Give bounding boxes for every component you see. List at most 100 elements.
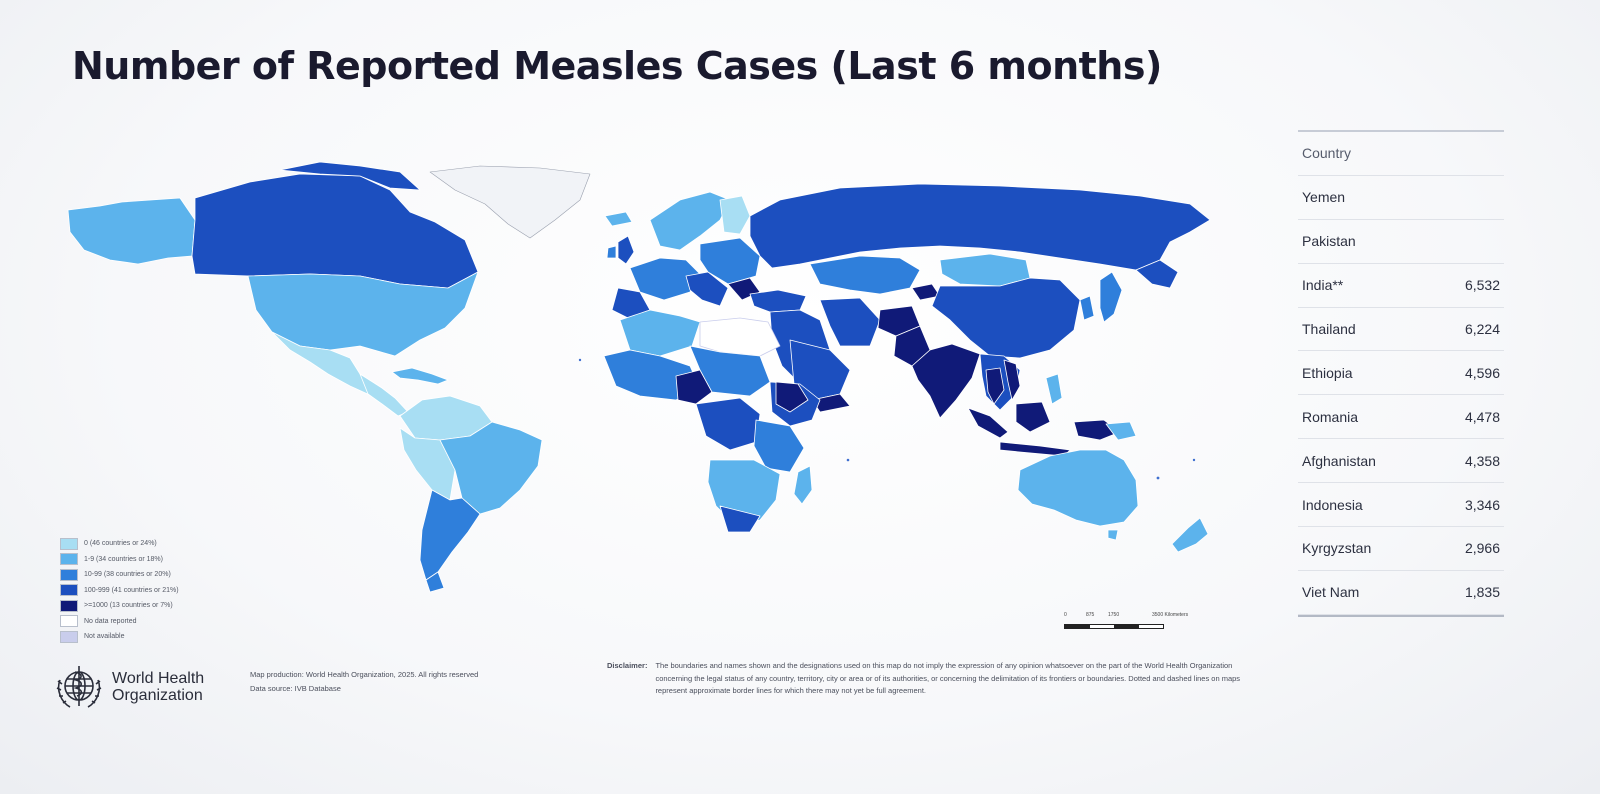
region-central-asia <box>809 255 921 295</box>
region-libya-egypt <box>699 317 781 357</box>
region-ireland <box>606 245 617 259</box>
region-russia-far-east <box>1135 259 1179 289</box>
table-cell-cases: 2,966 <box>1464 540 1500 557</box>
scale-segment <box>1138 625 1163 628</box>
table-row: Viet Nam 1,835 <box>1298 571 1504 615</box>
region-png <box>1105 421 1137 441</box>
table-cell-country: Romania <box>1302 408 1359 425</box>
disclaimer: Disclaimer: The boundaries and names sho… <box>607 660 1257 698</box>
who-name-line1: World Health <box>112 670 205 687</box>
region-finland <box>719 195 751 235</box>
data-source: Data source: IVB Database <box>250 684 341 693</box>
legend-row: 0 (46 countries or 24%) <box>60 536 179 552</box>
table-cell-cases: 1,835 <box>1464 584 1500 601</box>
region-east-africa <box>753 419 805 473</box>
region-greenland <box>429 165 591 239</box>
table-cell-cases: 3,346 <box>1464 496 1500 513</box>
table-cell-country: Pakistan <box>1302 233 1356 250</box>
table-cell-cases: 4,358 <box>1464 452 1500 469</box>
table-header-row: Country <box>1298 132 1504 176</box>
scale-tick-label: 875 <box>1086 612 1095 618</box>
legend-label: >=1000 (13 countries or 7%) <box>84 602 173 610</box>
region-australia <box>1017 449 1139 527</box>
table-cell-country: Thailand <box>1302 321 1356 337</box>
legend-label: 10-99 (38 countries or 20%) <box>84 571 171 579</box>
region-japan <box>1099 271 1123 323</box>
region-canada <box>191 173 479 289</box>
table-cell-country: Afghanistan <box>1302 452 1376 469</box>
region-ethiopia <box>775 381 809 413</box>
table-row: Afghanistan 4,358 <box>1298 439 1504 484</box>
region-iceland <box>604 211 633 227</box>
table-cell-cases: 4,596 <box>1464 364 1500 381</box>
region-brazil <box>439 421 543 515</box>
region-china <box>931 277 1081 359</box>
table-cell-country: Indonesia <box>1302 496 1363 513</box>
scale-tick-label: 0 <box>1064 612 1067 618</box>
region-central-america <box>359 373 409 417</box>
table-row: Romania 4,478 <box>1298 395 1504 440</box>
scale-segment <box>1065 625 1090 628</box>
table-bottom-rule <box>1298 614 1504 617</box>
map-production-info: Map production: World Health Organizatio… <box>250 668 478 696</box>
page-title: Number of Reported Measles Cases (Last 6… <box>72 44 1162 88</box>
who-name-line2: Organization <box>112 687 203 704</box>
legend-label: 100-999 (41 countries or 21%) <box>84 586 179 594</box>
scale-bar-graphic <box>1064 624 1164 629</box>
legend-row: 1-9 (34 countries or 18%) <box>60 552 179 568</box>
scale-tick-label: 1750 <box>1108 612 1120 618</box>
who-emblem-icon <box>56 666 102 708</box>
region-nigeria <box>675 369 713 405</box>
legend-row: >=1000 (13 countries or 7%) <box>60 598 179 614</box>
legend-row: Not available <box>60 629 179 645</box>
region-central-africa <box>695 397 761 451</box>
region-arctic-islands <box>279 161 421 191</box>
region-new-zealand <box>1171 517 1209 553</box>
table-cell-country: Ethiopia <box>1302 364 1353 381</box>
table-row: Yemen <box>1298 176 1504 220</box>
table-cell-country: Kyrgyzstan <box>1302 540 1372 557</box>
table-top-rule <box>1298 130 1504 132</box>
table-row: India** 6,532 <box>1298 264 1504 308</box>
table-row: Thailand 6,224 <box>1298 308 1504 352</box>
region-korea <box>1079 295 1095 321</box>
region-madagascar <box>793 465 813 505</box>
who-logo: World Health Organization <box>52 660 204 714</box>
region-south-africa <box>719 505 761 533</box>
legend-row: 100-999 (41 countries or 21%) <box>60 583 179 599</box>
table-row: Pakistan <box>1298 220 1504 264</box>
region-indonesia-sumatra <box>967 407 1009 439</box>
region-argentina-south <box>425 571 445 593</box>
region-indonesia-borneo <box>1015 401 1051 433</box>
legend-swatch <box>60 615 78 628</box>
region-tasmania <box>1107 529 1119 541</box>
scale-tick-label: 3500 Kilometers <box>1152 612 1189 618</box>
cases-table: Country Yemen Pakistan India** 6,532 Tha… <box>1298 130 1504 617</box>
legend-swatch <box>60 630 78 643</box>
map-legend: 0 (46 countries or 24%) 1-9 (34 countrie… <box>60 536 179 645</box>
scale-segment <box>1114 625 1139 628</box>
region-india <box>911 343 981 419</box>
legend-label: 0 (46 countries or 24%) <box>84 540 157 548</box>
table-header-country: Country <box>1302 145 1352 162</box>
region-maghreb <box>619 309 701 357</box>
region-iran <box>819 297 881 347</box>
table-cell-cases: 6,224 <box>1464 321 1500 337</box>
region-turkey <box>749 289 807 313</box>
region-viet-nam <box>1003 359 1021 401</box>
legend-swatch <box>60 553 78 566</box>
who-name: World Health Organization <box>112 670 204 704</box>
legend-swatch <box>60 584 78 597</box>
table-row: Kyrgyzstan 2,966 <box>1298 527 1504 571</box>
scale-segment <box>1089 625 1114 628</box>
region-uk <box>617 235 635 265</box>
region-yemen <box>811 393 851 413</box>
region-caribbean <box>391 367 449 385</box>
region-southern-cone <box>419 489 481 581</box>
legend-label: No data reported <box>84 617 137 625</box>
legend-label: 1-9 (34 countries or 18%) <box>84 555 163 563</box>
production-credit: Map production: World Health Organizatio… <box>250 670 479 679</box>
table-row: Ethiopia 4,596 <box>1298 351 1504 396</box>
table-cell-country: India** <box>1302 277 1344 294</box>
disclaimer-text: The boundaries and names shown and the d… <box>655 661 1241 695</box>
